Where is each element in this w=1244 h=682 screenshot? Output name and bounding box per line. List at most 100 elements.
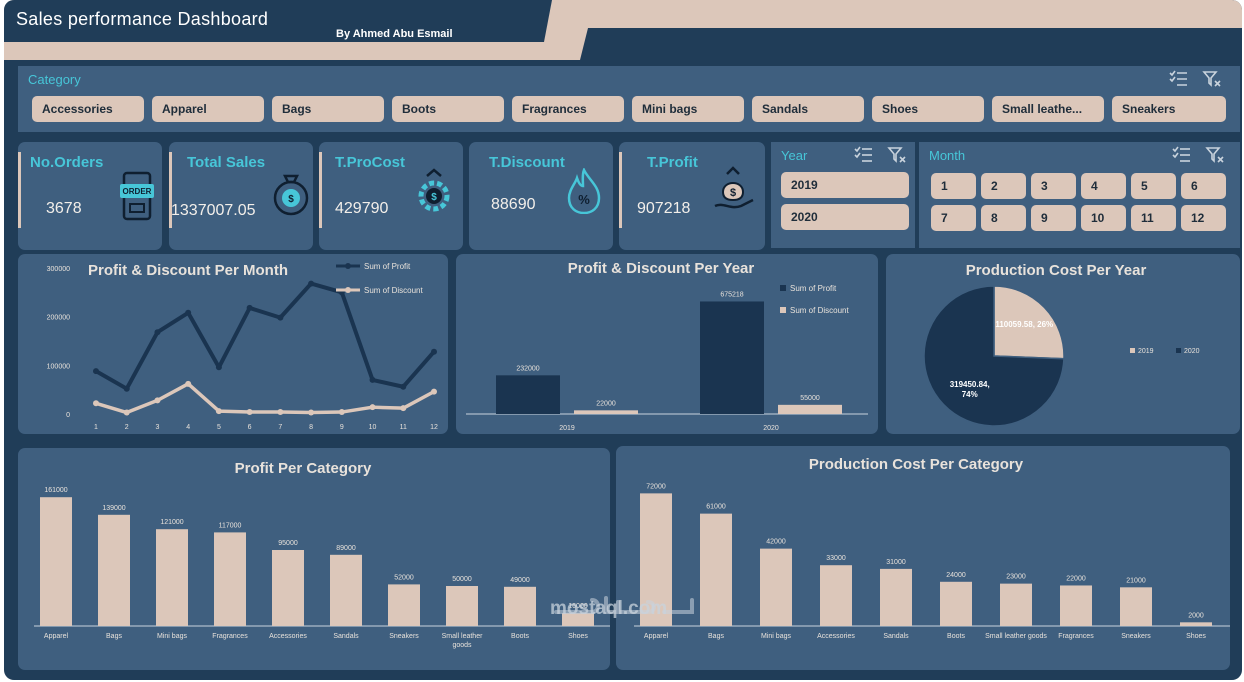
kpi-value: 907218 <box>637 200 691 217</box>
kpi-card-profit: T.Profit 907218 $ <box>619 142 765 250</box>
x-tick-label: Apparel <box>644 633 669 640</box>
month-chip-11[interactable]: 11 <box>1131 205 1176 231</box>
month-chip-5[interactable]: 5 <box>1131 173 1176 199</box>
x-tick-label: 3 <box>156 424 160 431</box>
data-label: 24000 <box>946 572 966 579</box>
data-label: 139000 <box>102 505 125 512</box>
title-band <box>4 0 1242 60</box>
x-tick-label: Fragrances <box>212 633 248 640</box>
month-chip-8[interactable]: 8 <box>981 205 1026 231</box>
data-label: 161000 <box>44 487 67 494</box>
clear-filter-icon[interactable] <box>887 146 907 164</box>
production-cost-category-chart: 72000 Apparel 61000 Bags 42000 Mini bags 33000… <box>634 483 1230 640</box>
legend-label: Sum of Profit <box>364 262 411 271</box>
year-chip-2020[interactable]: 2020 <box>781 204 909 230</box>
month-chip-4[interactable]: 4 <box>1081 173 1126 199</box>
month-chip-9[interactable]: 9 <box>1031 205 1076 231</box>
x-tick-label: Sneakers <box>1121 633 1151 640</box>
chart-panel-profit-discount-year: Profit & Discount Per Year 232000 22000 20… <box>456 254 878 434</box>
bar-2020-discount <box>778 404 842 414</box>
kpi-value: 429790 <box>335 200 389 217</box>
data-label: 121000 <box>160 519 183 526</box>
page-title: Sales performance Dashboard <box>16 9 269 29</box>
data-point <box>215 364 222 371</box>
year-slicer-title: Year <box>781 148 808 163</box>
data-label: 22000 <box>596 400 616 407</box>
data-point <box>154 329 161 336</box>
y-tick-label: 0 <box>66 412 70 419</box>
x-tick-label: 5 <box>217 424 221 431</box>
x-tick-label: Accessories <box>269 633 307 640</box>
chart-panel-profit-discount-month: Profit & Discount Per Month 0 100000 20000… <box>18 254 448 434</box>
x-tick-label: 7 <box>278 424 282 431</box>
chart-panel-profit-category: Profit Per Category 161000 Apparel 139000 B… <box>18 448 610 670</box>
x-tick-label: Bags <box>708 633 724 640</box>
x-tick-label: Bags <box>106 633 122 640</box>
data-label: 61000 <box>706 504 726 511</box>
bar-apparel <box>40 497 72 626</box>
multi-select-icon[interactable] <box>1171 146 1191 164</box>
data-label: 95000 <box>278 540 298 547</box>
category-slicer: Category Accessories Apparel Bags Boots … <box>18 66 1240 132</box>
month-chip-10[interactable]: 10 <box>1081 205 1126 231</box>
month-chip-2[interactable]: 2 <box>981 173 1026 199</box>
month-chip-7[interactable]: 7 <box>931 205 976 231</box>
x-tick-label: 10 <box>369 424 377 431</box>
svg-text:$: $ <box>730 187 736 199</box>
category-chip-small-leather[interactable]: Small leathe... <box>992 96 1104 122</box>
legend-swatch <box>780 285 786 291</box>
y-tick-label: 100000 <box>47 363 70 370</box>
x-tick-label: 1 <box>94 424 98 431</box>
data-label: 50000 <box>452 576 472 583</box>
x-tick-label: 8 <box>309 424 313 431</box>
month-slicer-title: Month <box>929 148 966 163</box>
multi-select-icon[interactable] <box>1168 70 1188 88</box>
data-point <box>123 409 130 416</box>
data-point <box>93 400 99 407</box>
month-chip-6[interactable]: 6 <box>1181 173 1226 199</box>
chart-panel-production-cost-category: Production Cost Per Category 72000 Appare… <box>616 446 1230 670</box>
category-chip-mini-bags[interactable]: Mini bags <box>632 96 744 122</box>
legend-swatch <box>1130 348 1135 353</box>
data-label: 23000 <box>1006 574 1026 581</box>
svg-text:%: % <box>578 192 590 207</box>
bar-2019-profit <box>496 375 560 414</box>
bar-mini-bags <box>156 529 188 626</box>
month-chip-3[interactable]: 3 <box>1031 173 1076 199</box>
legend-label: Sum of Profit <box>790 284 837 293</box>
data-point <box>400 405 407 412</box>
bar-fragrances <box>1060 585 1092 626</box>
clear-filter-icon[interactable] <box>1202 70 1222 88</box>
chart-title: Profit & Discount Per Year <box>567 260 755 277</box>
kpi-accent-bar <box>169 152 172 228</box>
legend-swatch <box>1176 348 1181 353</box>
x-tick-label: Accessories <box>817 633 855 640</box>
category-chip-fragrances[interactable]: Fragrances <box>512 96 624 122</box>
data-point <box>338 409 345 416</box>
year-chip-2019[interactable]: 2019 <box>781 172 909 198</box>
multi-select-icon[interactable] <box>853 146 873 164</box>
order-icon: ORDER <box>120 171 154 221</box>
x-tick-label: Fragrances <box>1058 633 1094 640</box>
category-chip-sandals[interactable]: Sandals <box>752 96 864 122</box>
clear-filter-icon[interactable] <box>1205 146 1225 164</box>
x-tick-label-line2: goods <box>452 642 472 649</box>
chart-title: Production Cost Per Year <box>965 262 1147 279</box>
category-chip-shoes[interactable]: Shoes <box>872 96 984 122</box>
category-chip-bags[interactable]: Bags <box>272 96 384 122</box>
data-point <box>246 304 253 311</box>
svg-text:$: $ <box>431 192 437 203</box>
category-chip-apparel[interactable]: Apparel <box>152 96 264 122</box>
category-chip-accessories[interactable]: Accessories <box>32 96 144 122</box>
slice-label: 110059.58, 26% <box>995 320 1053 329</box>
category-chip-boots[interactable]: Boots <box>392 96 504 122</box>
data-label: 117000 <box>219 522 242 529</box>
category-chip-sneakers[interactable]: Sneakers <box>1112 96 1226 122</box>
legend-label: 2020 <box>1184 348 1200 355</box>
kpi-label: T.ProCost <box>335 154 406 171</box>
month-chip-1[interactable]: 1 <box>931 173 976 199</box>
data-label: 72000 <box>646 483 666 490</box>
month-chip-12[interactable]: 12 <box>1181 205 1226 231</box>
bar-mini-bags <box>760 548 792 626</box>
